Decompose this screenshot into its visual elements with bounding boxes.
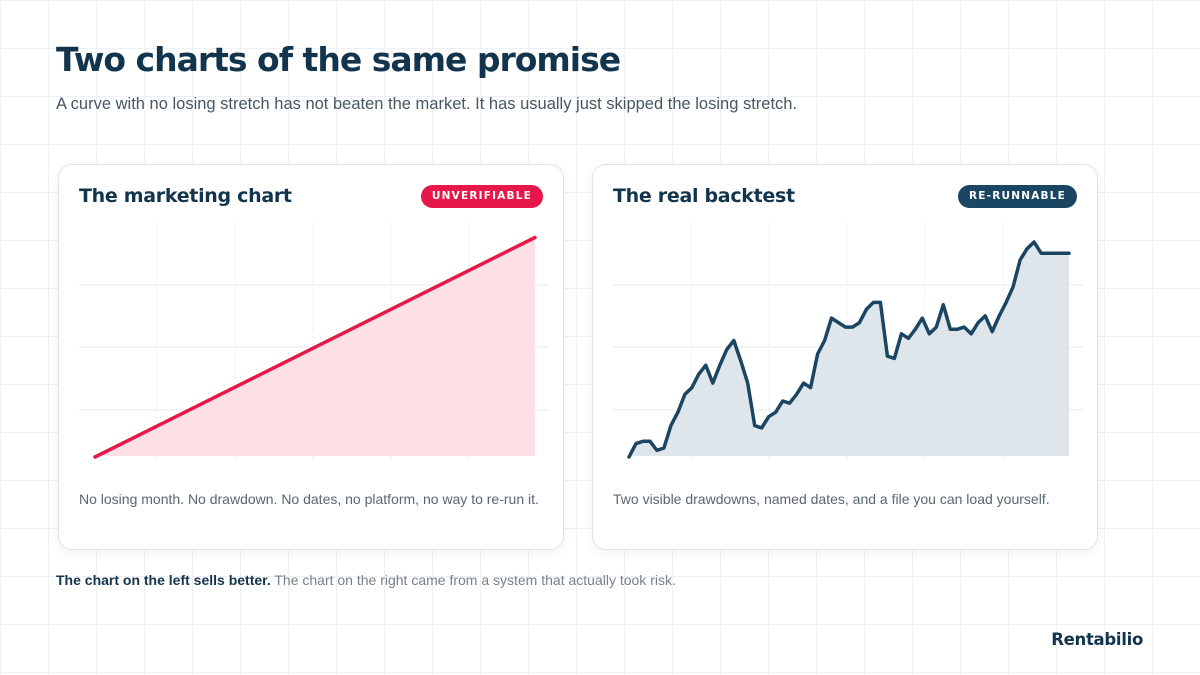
brand-logo: Rentabilio (1051, 630, 1143, 649)
marketing-chart-card: The marketing chart UNVERIFIABLE No losi… (58, 164, 564, 550)
unverifiable-badge: UNVERIFIABLE (420, 185, 543, 208)
backtest-chart-card: The real backtest RE-RUNNABLE Two visibl… (592, 164, 1098, 550)
footnote-text: The chart on the right came from a syste… (270, 572, 676, 588)
backtest-chart (613, 223, 1083, 463)
card-title: The marketing chart (79, 185, 292, 207)
page-title: Two charts of the same promise (56, 40, 621, 79)
footnote: The chart on the left sells better. The … (56, 572, 676, 588)
marketing-chart (79, 223, 549, 463)
card-caption: No losing month. No drawdown. No dates, … (79, 491, 539, 507)
rerunnable-badge: RE-RUNNABLE (958, 185, 1077, 208)
series-line (627, 240, 1071, 459)
card-title: The real backtest (613, 185, 795, 207)
series-line (93, 235, 537, 459)
page-subtitle: A curve with no losing stretch has not b… (56, 95, 798, 113)
card-caption: Two visible drawdowns, named dates, and … (613, 491, 1050, 507)
series-area (629, 242, 1069, 457)
footnote-emphasis: The chart on the left sells better. (56, 572, 271, 588)
